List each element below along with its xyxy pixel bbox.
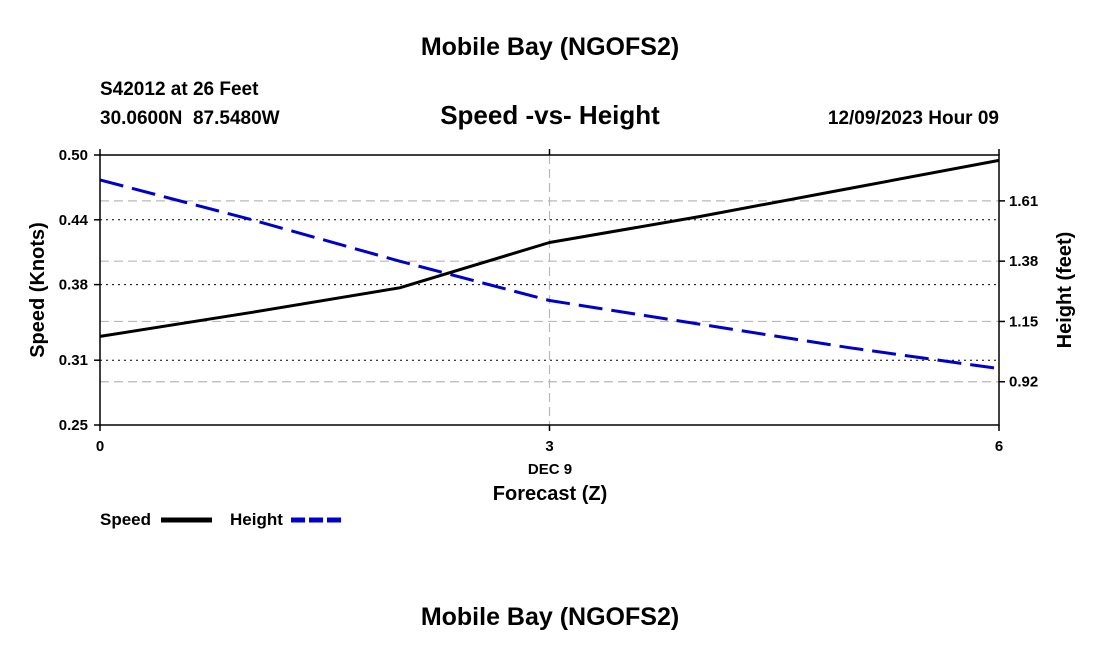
y-right-tick-label: 1.61 xyxy=(1009,193,1038,210)
datetime-label: 12/09/2023 Hour 09 xyxy=(828,108,999,129)
legend-label-height: Height xyxy=(230,510,283,529)
y-left-tick-label: 0.25 xyxy=(59,417,88,434)
x-tick-label: 3 xyxy=(545,438,553,455)
tick-layer: 0.25 0.31 0.38 0.44 0.50 0.92 1.15 1.38 1.61 0 3 6 xyxy=(59,147,1038,455)
series-line-speed xyxy=(99,158,1000,338)
chart-title: Speed -vs- Height xyxy=(440,100,660,130)
y-left-tick-label: 0.50 xyxy=(59,147,88,164)
x-tick-label: 0 xyxy=(96,438,104,455)
bottom-title: Mobile Bay (NGOFS2) xyxy=(421,603,679,631)
legend: Speed Height xyxy=(100,510,342,529)
station-label: S42012 at 26 Feet xyxy=(100,79,259,100)
y-right-tick-label: 0.92 xyxy=(1009,374,1038,391)
y-right-tick-label: 1.38 xyxy=(1009,253,1038,270)
coordinates-label: 30.0600N 87.5480W xyxy=(100,108,280,129)
x-tick-label: 6 xyxy=(995,438,1003,455)
y-axis-left-label: Speed (Knots) xyxy=(27,222,49,358)
y-left-tick-label: 0.44 xyxy=(59,212,89,229)
series-line-height xyxy=(99,178,1000,371)
grid-layer xyxy=(100,154,999,426)
top-title: Mobile Bay (NGOFS2) xyxy=(421,33,679,61)
series-layer xyxy=(99,158,1000,371)
date-label: DEC 9 xyxy=(528,461,572,478)
y-left-tick-label: 0.31 xyxy=(59,352,88,369)
y-right-tick-label: 1.15 xyxy=(1009,313,1038,330)
x-axis-label: Forecast (Z) xyxy=(493,483,607,505)
y-axis-right-label: Height (feet) xyxy=(1054,232,1076,349)
y-left-tick-label: 0.38 xyxy=(59,277,88,294)
legend-label-speed: Speed xyxy=(100,510,151,529)
